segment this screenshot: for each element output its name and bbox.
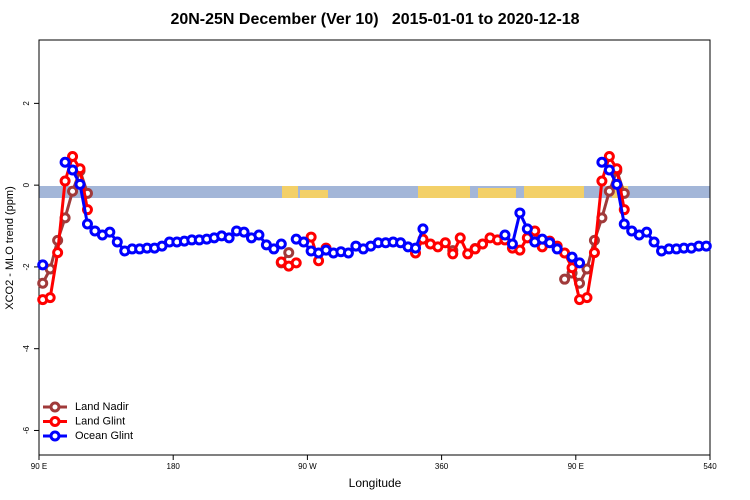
data-point xyxy=(514,207,526,219)
data-point xyxy=(566,251,578,263)
data-point xyxy=(566,262,578,274)
data-point xyxy=(603,151,615,163)
data-point xyxy=(305,231,317,243)
data-point xyxy=(290,257,302,269)
data-point xyxy=(641,226,653,238)
data-point xyxy=(268,243,280,255)
data-point xyxy=(52,247,64,259)
data-point xyxy=(477,238,489,250)
y-tick-label: -6 xyxy=(22,426,31,434)
data-point xyxy=(596,175,608,187)
data-point xyxy=(37,277,49,289)
data-point xyxy=(67,151,79,163)
y-tick-label: -2 xyxy=(22,263,31,271)
data-point xyxy=(469,243,481,255)
data-point xyxy=(603,164,615,176)
data-point xyxy=(111,236,123,248)
data-point xyxy=(238,226,250,238)
legend-marker xyxy=(49,430,61,442)
data-point xyxy=(283,247,295,259)
data-point xyxy=(559,273,571,285)
data-point xyxy=(81,218,93,230)
data-point xyxy=(499,229,511,241)
x-tick-label: 180 xyxy=(167,462,181,471)
y-tick-label: 0 xyxy=(22,182,31,187)
legend-marker xyxy=(49,416,61,427)
data-point xyxy=(544,237,556,249)
data-point xyxy=(410,242,422,254)
data-point xyxy=(37,259,49,271)
legend-marker xyxy=(49,401,61,413)
data-point xyxy=(588,247,600,259)
chart-title: 20N-25N December (Ver 10) 2015-01-01 to … xyxy=(170,11,579,28)
x-tick-label: 360 xyxy=(435,462,449,471)
x-tick-label: 90 W xyxy=(298,462,317,471)
data-point xyxy=(462,248,474,260)
series-line xyxy=(414,152,626,302)
data-point xyxy=(342,247,354,259)
data-point xyxy=(648,236,660,248)
series xyxy=(37,156,712,271)
data-point xyxy=(59,156,71,168)
map-strip xyxy=(39,186,710,198)
x-tick-label: 90 E xyxy=(31,462,47,471)
data-point xyxy=(551,243,563,255)
data-point xyxy=(454,232,466,244)
data-point xyxy=(447,248,459,260)
data-point xyxy=(253,229,265,241)
legend-label: Land Nadir xyxy=(75,401,129,413)
data-point xyxy=(506,238,518,250)
legend-entry: Ocean Glint xyxy=(43,430,133,442)
legend-label: Land Glint xyxy=(75,415,125,427)
x-tick-label: 90 E xyxy=(568,462,584,471)
data-point xyxy=(603,185,615,197)
data-point xyxy=(67,185,79,197)
data-point xyxy=(439,237,451,249)
data-point xyxy=(618,218,630,230)
data-point xyxy=(596,156,608,168)
data-point xyxy=(298,236,310,248)
x-tick-label: 540 xyxy=(703,462,717,471)
data-point xyxy=(104,226,116,238)
data-point xyxy=(581,292,593,304)
data-point xyxy=(417,223,429,235)
series xyxy=(37,151,630,306)
legend-entry: Land Nadir xyxy=(43,401,129,413)
data-point xyxy=(574,257,586,269)
series xyxy=(37,165,630,289)
data-point xyxy=(44,292,56,304)
data-point xyxy=(59,175,71,187)
legend-label: Ocean Glint xyxy=(75,430,133,442)
y-tick-label: -4 xyxy=(22,345,31,353)
data-point xyxy=(67,164,79,176)
data-point xyxy=(74,178,86,190)
x-axis-label: Longitude xyxy=(349,476,402,490)
data-point xyxy=(275,238,287,250)
y-tick-label: 2 xyxy=(22,101,31,106)
data-point xyxy=(521,223,533,235)
legend-entry: Land Glint xyxy=(43,415,125,427)
y-axis-label: XCO2 - MLO trend (ppm) xyxy=(4,186,16,309)
data-point xyxy=(223,232,235,244)
data-point xyxy=(611,178,623,190)
data-point xyxy=(514,244,526,256)
data-point xyxy=(700,240,712,252)
